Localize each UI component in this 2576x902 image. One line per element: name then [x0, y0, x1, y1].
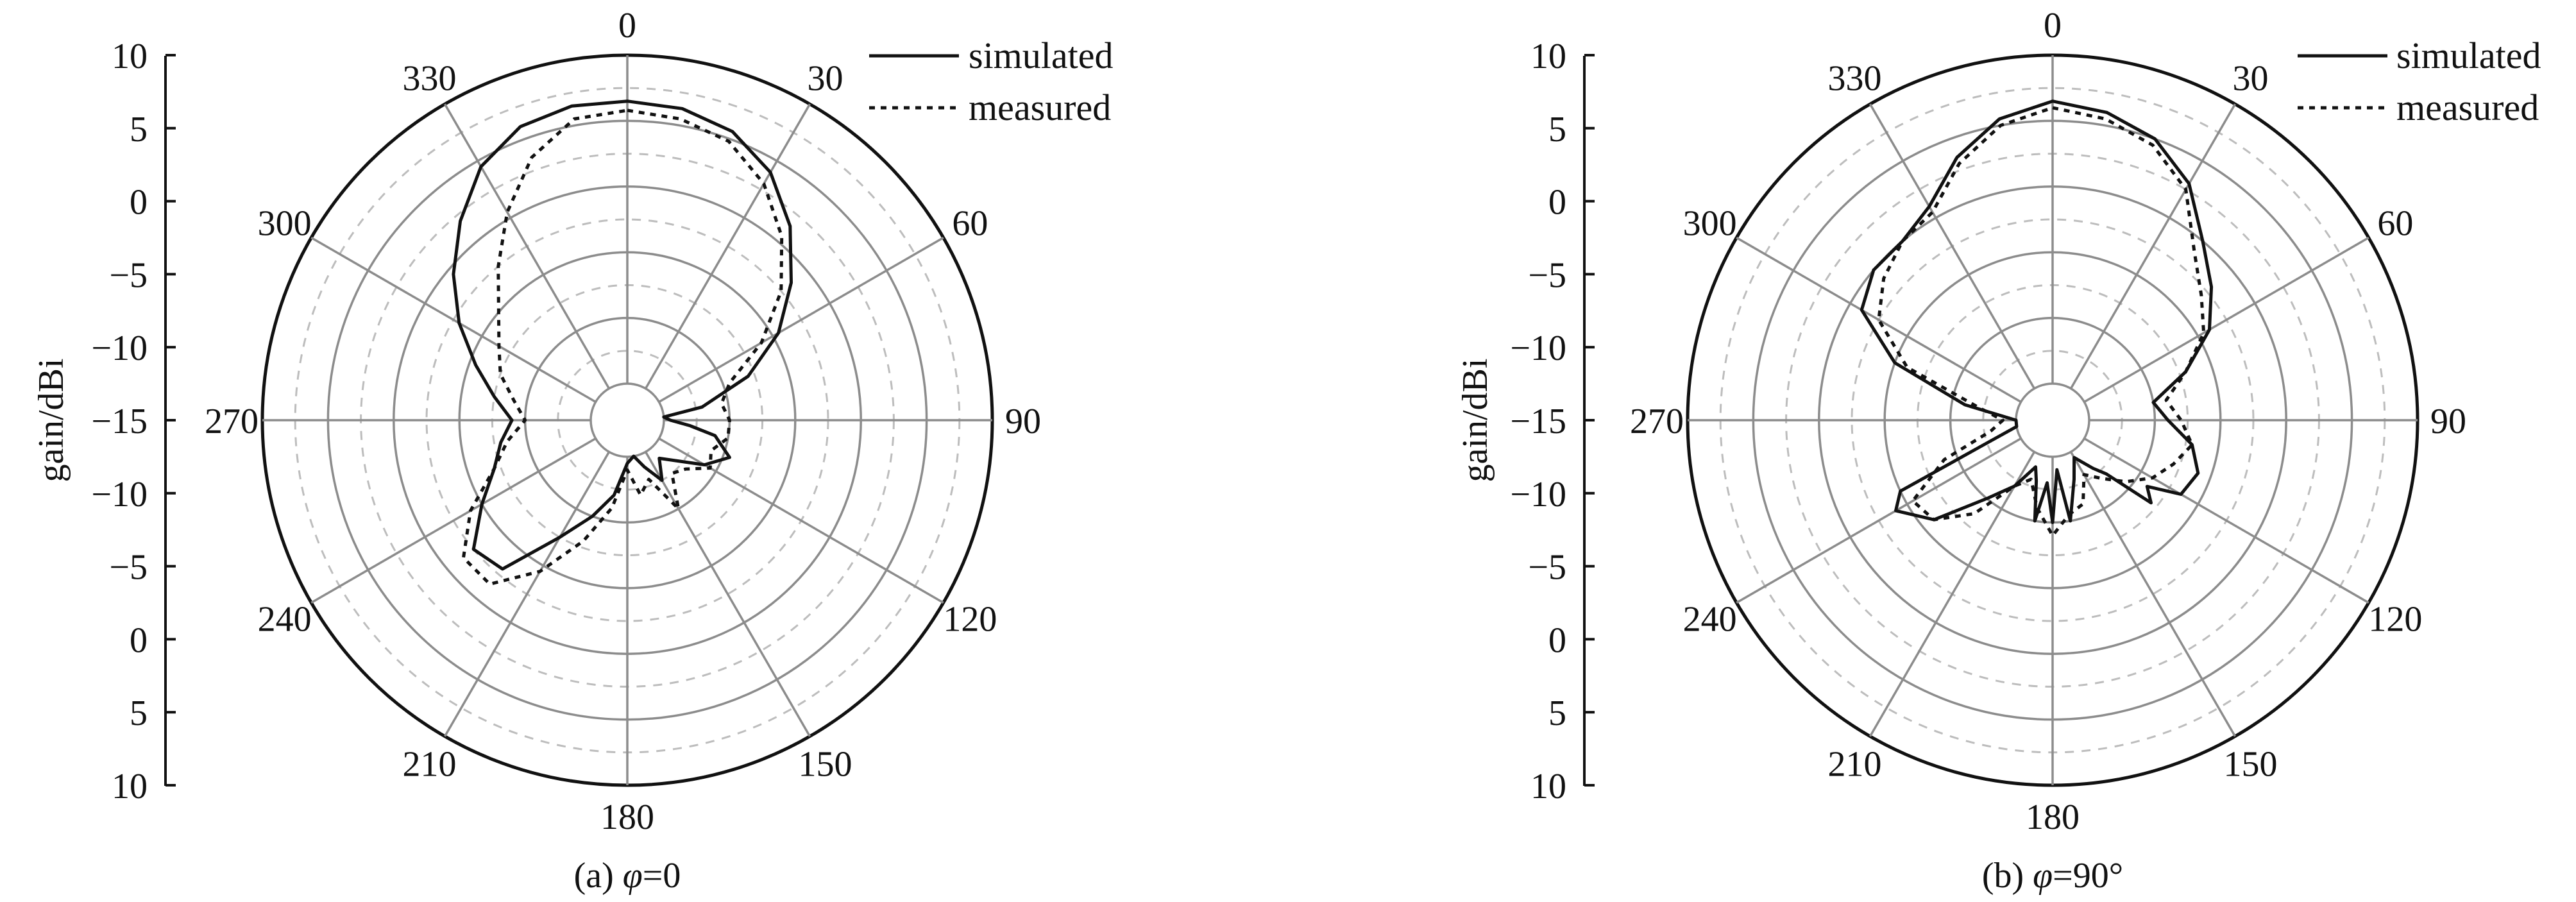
gain-axis-tick-label: 10 — [1530, 767, 1566, 806]
series-simulated — [1860, 99, 2214, 524]
series-group — [1860, 99, 2214, 538]
angle-label: 90 — [2430, 402, 2466, 441]
angle-labels: 0 30 60 90 120 150 180 210 240 270 300 330 — [205, 6, 1041, 837]
angle-label: 60 — [2377, 204, 2413, 244]
angle-label: 150 — [799, 744, 852, 784]
grid-spoke — [644, 451, 811, 737]
gain-axis-tick-label: 10 — [112, 767, 148, 806]
grid-spoke — [310, 437, 597, 604]
grid-spoke — [658, 236, 944, 404]
angle-label: 180 — [2026, 797, 2080, 837]
grid-spoke — [443, 103, 611, 389]
gain-axis-ticks: 10 5 0 −5 −10 −15 −10 −5 0 5 10 — [91, 37, 176, 806]
angle-label: 120 — [943, 600, 997, 640]
angle-label: 60 — [952, 204, 988, 244]
gain-axis-tick-label: −10 — [1510, 475, 1566, 515]
grid-spoke — [1736, 437, 2022, 604]
polar-grid — [260, 53, 994, 787]
series-simulated — [452, 99, 793, 571]
caption-suffix: =90° — [2053, 856, 2123, 896]
gain-axis-tick-label: −10 — [1510, 328, 1566, 368]
caption-prefix: (b) — [1982, 856, 2033, 896]
gain-axis-tick-label: −10 — [91, 328, 148, 368]
panel-caption: (b) φ=90° — [1982, 856, 2123, 896]
grid-ring — [2015, 382, 2090, 458]
gain-axis-tick-label: −15 — [1510, 402, 1566, 441]
grid-spoke — [2069, 103, 2237, 389]
gain-axis-label: gain/dBi — [31, 359, 71, 482]
gain-axis-ticks: 10 5 0 −5 −10 −15 −10 −5 0 5 10 — [1510, 37, 1595, 806]
gain-axis-tick-label: −15 — [91, 402, 148, 441]
gain-axis-tick-label: 0 — [1548, 183, 1566, 223]
grid-spoke — [310, 236, 597, 404]
angle-label: 210 — [403, 744, 457, 784]
grid-spoke — [1736, 236, 2022, 404]
caption-symbol: φ — [623, 856, 643, 896]
legend-simulated-label: simulated — [2396, 35, 2541, 76]
angle-label: 120 — [2368, 600, 2422, 640]
legend-measured-label: measured — [2396, 87, 2539, 128]
legend: simulated measured — [869, 35, 1114, 128]
angle-label: 330 — [403, 59, 457, 99]
angle-label: 180 — [600, 797, 654, 837]
gain-axis-tick-label: 0 — [130, 620, 148, 660]
legend-simulated-label: simulated — [969, 35, 1114, 76]
angle-label: 150 — [2224, 744, 2278, 784]
gain-axis-tick-label: 0 — [130, 183, 148, 223]
grid-spoke — [443, 451, 611, 737]
gain-axis-tick-label: 0 — [1548, 620, 1566, 660]
grid-spoke — [2083, 437, 2369, 604]
legend: simulated measured — [2298, 35, 2541, 128]
gain-axis-tick-label: −10 — [91, 475, 148, 515]
angle-labels: 0 30 60 90 120 150 180 210 240 270 300 330 — [1630, 6, 2466, 837]
angle-label: 30 — [808, 59, 843, 99]
gain-axis-tick-label: 10 — [1530, 37, 1566, 76]
angle-label: 270 — [205, 402, 258, 441]
angle-label: 300 — [258, 204, 312, 244]
polar-grid — [1686, 53, 2419, 787]
grid-ring — [589, 382, 665, 458]
grid-spoke — [1868, 451, 2036, 737]
gain-axis-label: gain/dBi — [1455, 359, 1495, 482]
gain-axis-tick-label: −5 — [109, 548, 148, 588]
gain-axis-tick-label: 5 — [130, 110, 148, 149]
gain-axis-tick-label: −5 — [1528, 548, 1566, 588]
angle-label: 240 — [1683, 600, 1737, 640]
series-measured — [462, 108, 784, 586]
angle-label: 90 — [1005, 402, 1041, 441]
caption-prefix: (a) — [574, 856, 623, 896]
angle-label: 30 — [2233, 59, 2269, 99]
grid-spoke — [1868, 103, 2036, 389]
panel-b: 0 30 60 90 120 150 180 210 240 270 300 330 10 5 0 −5 −1… — [1455, 6, 2541, 896]
gain-axis-tick-label: 5 — [130, 694, 148, 733]
angle-label: 300 — [1683, 204, 1737, 244]
grid-spoke — [2083, 236, 2369, 404]
panel-a: 0 30 60 90 120 150 180 210 240 270 300 330 10 5 0 −5 −1… — [31, 6, 1114, 896]
grid-spoke — [2069, 451, 2237, 737]
series-group — [452, 99, 793, 586]
gain-axis-tick-label: 5 — [1548, 110, 1566, 149]
angle-label: 270 — [1630, 402, 1684, 441]
angle-label: 330 — [1828, 59, 1882, 99]
caption-symbol: φ — [2033, 856, 2053, 896]
gain-axis-tick-label: −5 — [1528, 255, 1566, 295]
gain-axis-tick-label: 5 — [1548, 694, 1566, 733]
angle-label: 0 — [618, 6, 636, 46]
grid-spoke — [644, 103, 811, 389]
gain-axis-tick-label: 10 — [112, 37, 148, 76]
caption-suffix: =0 — [643, 856, 681, 896]
angle-label: 0 — [2044, 6, 2062, 46]
legend-measured-label: measured — [969, 87, 1111, 128]
angle-label: 210 — [1828, 744, 1882, 784]
angle-label: 240 — [258, 600, 312, 640]
gain-axis-tick-label: −5 — [109, 255, 148, 295]
panel-caption: (a) φ=0 — [574, 856, 681, 896]
